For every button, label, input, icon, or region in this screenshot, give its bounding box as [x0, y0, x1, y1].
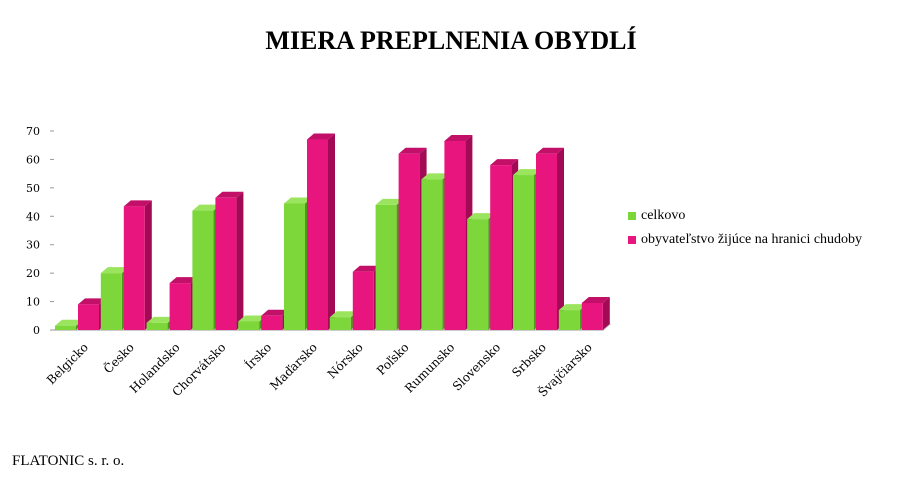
x-tick-label: Nórsko — [325, 340, 366, 381]
y-tick-label: 50 — [26, 182, 40, 195]
x-tick-label: Poľsko — [374, 340, 412, 378]
legend-label-chudoba: obyvateľstvo žijúce na hranici chudoby — [641, 232, 863, 247]
y-tick-label: 40 — [26, 210, 40, 223]
legend-swatch-chudoba — [628, 236, 636, 244]
bar-chudoba — [581, 296, 610, 330]
bar-chudoba — [215, 191, 244, 330]
bar-chudoba — [536, 147, 564, 330]
x-tick-label: Česko — [99, 339, 136, 376]
x-tick-label: Írsko — [242, 340, 275, 373]
legend-item-celkovo: celkovo — [628, 204, 862, 228]
legend-swatch-celkovo — [628, 212, 636, 220]
y-tick-label: 10 — [26, 296, 40, 309]
y-tick-label: 0 — [33, 324, 40, 337]
x-tick-label: Slovensko — [450, 340, 503, 393]
x-tick-label: Rumunsko — [402, 340, 457, 395]
y-tick-label: 30 — [26, 239, 40, 252]
legend-label-celkovo: celkovo — [641, 208, 686, 223]
chart-title: MIERA PREPLNENIA OBYDLÍ — [265, 26, 637, 55]
y-tick-label: 70 — [26, 125, 40, 138]
y-tick-label: 20 — [26, 267, 40, 280]
y-tick-label: 60 — [26, 153, 40, 166]
x-tick-label: Belgicko — [44, 340, 91, 387]
bar-chudoba — [123, 200, 152, 330]
x-tick-label: Maďarsko — [267, 340, 320, 393]
x-tick-label: Srbsko — [509, 340, 549, 380]
footer-text: FLATONIC s. r. o. — [12, 453, 125, 469]
chart-legend: celkovo obyvateľstvo žijúce na hranici c… — [628, 204, 862, 252]
legend-item-chudoba: obyvateľstvo žijúce na hranici chudoby — [628, 228, 862, 252]
bar-chudoba — [307, 133, 335, 330]
